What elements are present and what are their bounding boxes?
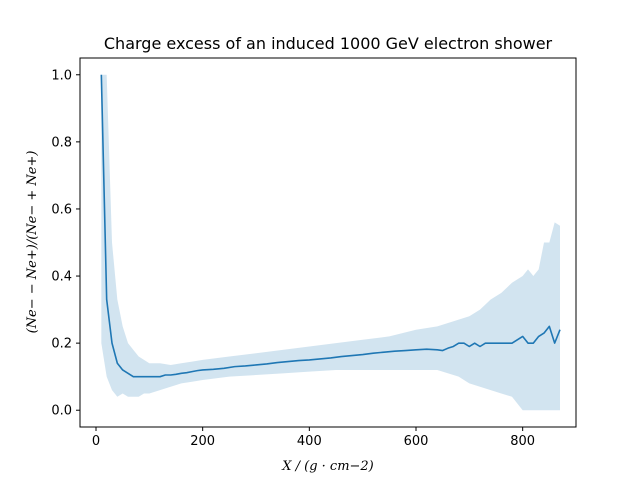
charge-excess-line xyxy=(100,74,561,378)
x-tick-label: 0 xyxy=(92,434,100,449)
uncertainty-band xyxy=(101,74,560,411)
x-axis-label: X / (g · cm−2) xyxy=(281,459,374,474)
chart-title: Charge excess of an induced 1000 GeV ele… xyxy=(104,34,553,53)
y-tick-label: 0.4 xyxy=(51,270,72,285)
plot-area-frame xyxy=(79,57,577,428)
y-tick-label: 0.2 xyxy=(51,337,72,352)
x-tick-label: 400 xyxy=(297,434,322,449)
y-tick-label: 0.6 xyxy=(51,202,72,217)
x-tick-label: 200 xyxy=(190,434,215,449)
y-tick-label: 0.8 xyxy=(51,135,72,150)
y-tick-label: 0.0 xyxy=(51,404,72,419)
y-axis-label: (Ne− − Ne+)/(Ne− + Ne+) xyxy=(25,151,40,334)
y-tick-label: 1.0 xyxy=(51,68,72,83)
x-tick-label: 800 xyxy=(510,434,535,449)
x-tick-label: 600 xyxy=(404,434,429,449)
